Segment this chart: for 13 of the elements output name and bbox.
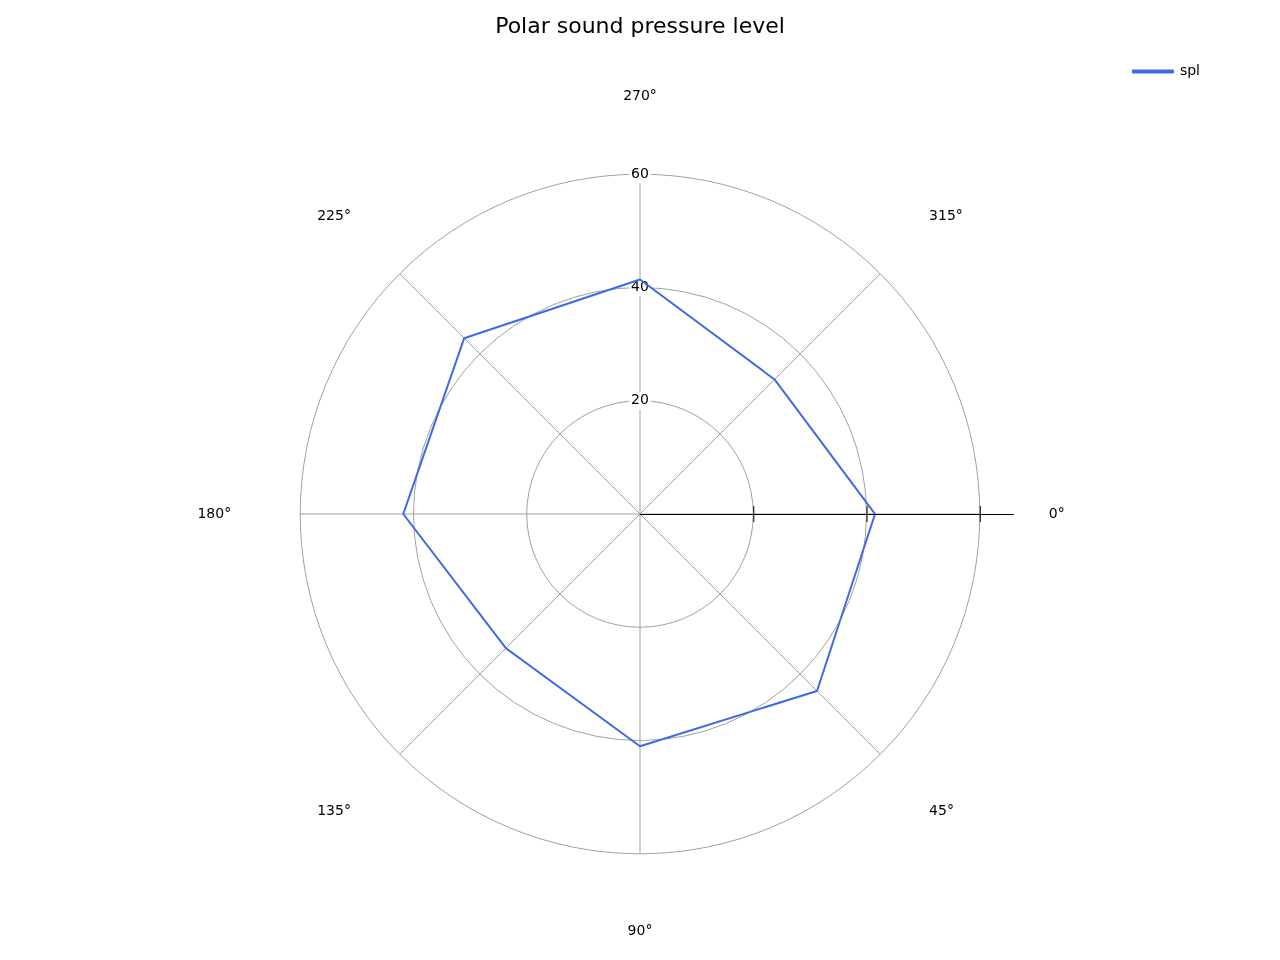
spoke-label: 315° (929, 207, 963, 224)
y-tick-label: 60 (631, 164, 649, 181)
spoke-label: 180° (197, 504, 232, 521)
y-tick-label: 20 (631, 391, 649, 408)
spoke-label: 90° (627, 921, 653, 938)
spoke-label: 0° (1048, 504, 1065, 521)
chart-title: Polar sound pressure level (495, 12, 785, 38)
spoke-label: 270° (623, 87, 657, 104)
spoke-label: 225° (317, 207, 351, 224)
y-tick-label: 40 (631, 278, 649, 295)
spoke-label: 135° (317, 802, 351, 819)
legend-label: spl (1179, 62, 1201, 79)
spoke-label: 45° (929, 802, 954, 819)
